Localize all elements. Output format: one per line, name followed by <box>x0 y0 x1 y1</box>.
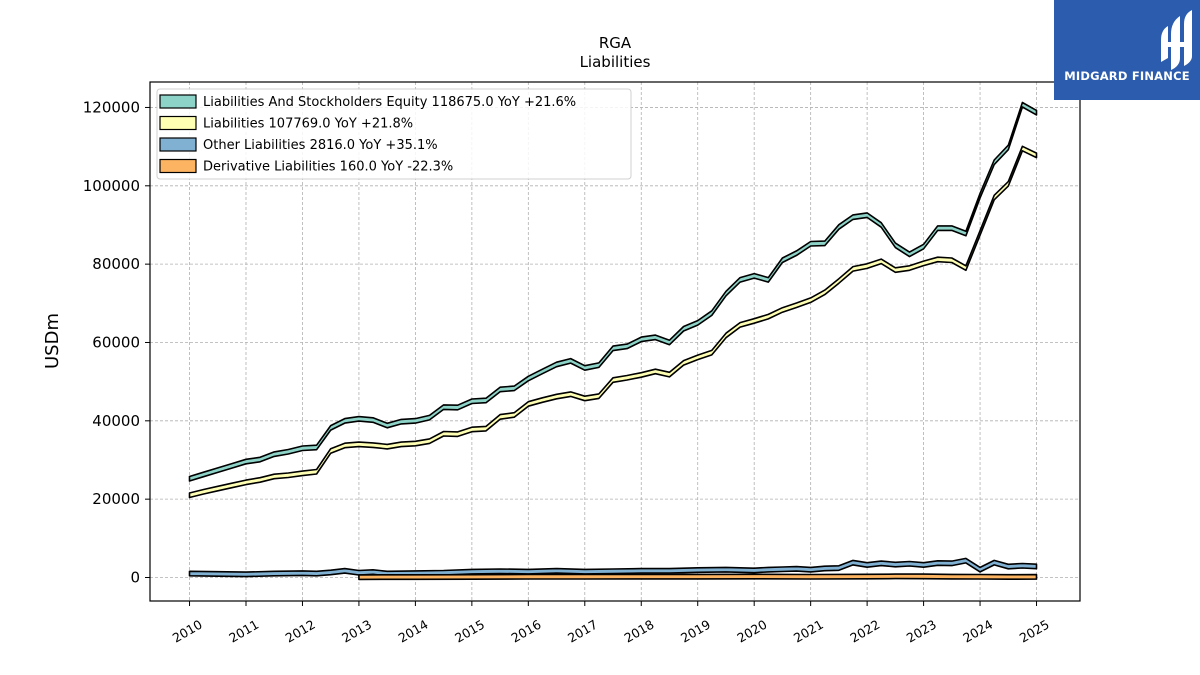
y-axis-label: USDm <box>42 313 63 369</box>
x-tick-label: 2023 <box>904 617 939 646</box>
y-tick-label: 20000 <box>92 490 140 508</box>
y-tick-label: 120000 <box>83 98 140 116</box>
legend-entry: Liabilities 107769.0 YoY +21.8% <box>203 117 413 132</box>
x-tick-label: 2011 <box>226 617 261 646</box>
x-tick-label: 2013 <box>339 617 374 646</box>
y-tick-label: 80000 <box>92 255 140 273</box>
legend-swatch <box>159 115 197 131</box>
x-tick-label: 2021 <box>791 617 826 646</box>
x-tick-label: 2022 <box>847 617 882 646</box>
legend-swatch <box>159 158 197 174</box>
chart-subtitle: Liabilities <box>580 53 651 71</box>
midgard-finance-logo: MIDGARD FINANCE <box>1054 0 1200 100</box>
y-tick-label: 0 <box>130 568 140 586</box>
legend-box <box>156 88 632 180</box>
logo-text: MIDGARD FINANCE <box>1064 69 1190 83</box>
x-tick-label: 2025 <box>1017 617 1052 646</box>
x-tick-label: 2015 <box>452 617 487 646</box>
x-tick-label: 2012 <box>283 617 318 646</box>
y-tick-label: 60000 <box>92 333 140 351</box>
plot-frame <box>149 81 1081 602</box>
series-band-liabilities <box>188 145 1038 499</box>
series-band-derivative-liabilities <box>358 573 1038 581</box>
x-tick-label: 2018 <box>621 617 656 646</box>
x-tick-label: 2024 <box>960 617 995 646</box>
chart-title: RGA <box>599 34 632 52</box>
x-tick-label: 2014 <box>396 617 431 646</box>
series-layer <box>188 101 1038 581</box>
x-tick-label: 2019 <box>678 617 713 646</box>
legend-entry: Liabilities And Stockholders Equity 1186… <box>203 95 576 110</box>
series-band-liabilities-and-stockholders-equity <box>188 101 1038 482</box>
x-tick-label: 2010 <box>170 617 205 646</box>
legend: Liabilities And Stockholders Equity 1186… <box>156 88 632 180</box>
legend-entry: Derivative Liabilities 160.0 YoY -22.3% <box>203 160 453 175</box>
x-tick-label: 2017 <box>565 617 600 646</box>
legend-swatch <box>159 94 197 109</box>
legend-entry: Other Liabilities 2816.0 YoY +35.1% <box>203 138 438 153</box>
x-tick-label: 2016 <box>509 617 544 646</box>
series-band-other-liabilities <box>188 557 1038 578</box>
y-tick-label: 100000 <box>83 177 140 195</box>
x-tick-label: 2020 <box>734 617 769 646</box>
y-tick-label: 40000 <box>92 412 140 430</box>
midgard-logo-icon <box>1161 10 1192 70</box>
legend-swatch <box>159 137 197 152</box>
